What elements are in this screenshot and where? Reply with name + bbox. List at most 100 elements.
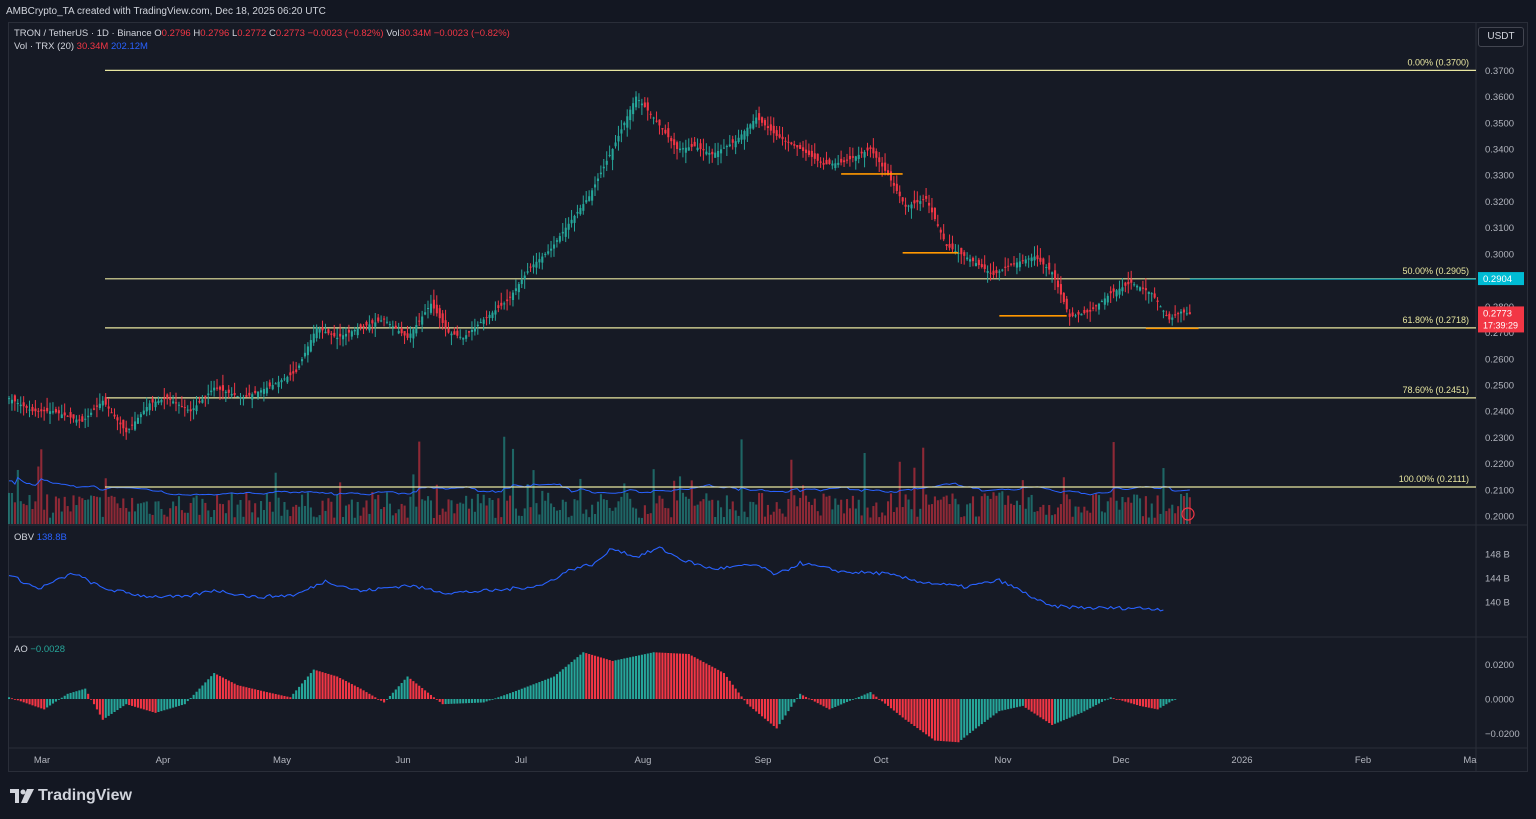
volume-bar (1021, 480, 1024, 524)
ao-bar (676, 653, 679, 699)
volume-bar (555, 510, 559, 524)
ao-bar (737, 692, 740, 699)
candle-body (1130, 279, 1133, 283)
volume-bar (1092, 495, 1095, 524)
time-tick-label: Aug (635, 755, 652, 766)
volume-bar (673, 480, 676, 524)
ao-bar (945, 699, 948, 742)
fib-level-label: 61.80% (0.2718) (1402, 315, 1469, 325)
candle-body (916, 199, 919, 203)
volume-bar (128, 511, 131, 524)
volume-bar (172, 501, 175, 524)
candle-body (904, 204, 907, 207)
ao-bar (192, 694, 195, 699)
volume-bar (576, 500, 579, 524)
volume-bar (236, 504, 239, 524)
ao-bar (438, 699, 441, 702)
candle-body (1112, 288, 1115, 292)
price-tick-label: 0.3400 (1485, 145, 1514, 156)
volume-bar (602, 499, 605, 524)
ao-bar (268, 692, 271, 699)
ao-bar (1150, 699, 1153, 709)
volume-bar (1150, 503, 1153, 524)
volume-bar (951, 493, 954, 524)
volume-bars (8, 436, 1191, 524)
volume-bar (963, 516, 966, 524)
candle-body (629, 109, 632, 121)
candle-body (555, 240, 559, 242)
volume-bar (330, 501, 333, 524)
volume-bar (933, 496, 936, 524)
volume-bar (271, 511, 274, 524)
volume-bar (380, 509, 383, 524)
ao-bar (72, 692, 75, 699)
ao-bar (339, 678, 342, 699)
volume-bar (350, 499, 353, 524)
ao-bar (845, 699, 849, 702)
ao-bar (884, 699, 887, 704)
volume-bar (1056, 507, 1060, 524)
candle-body (63, 412, 66, 416)
ao-bar (365, 692, 368, 699)
ao-bar (1165, 699, 1168, 705)
candle-body (192, 408, 195, 411)
volume-bar (690, 480, 693, 524)
candle-body (216, 387, 219, 389)
candle-body (881, 162, 884, 167)
volume-bar (371, 492, 374, 524)
candle-body (46, 407, 49, 412)
candle-body (763, 120, 767, 126)
candle-body (113, 414, 116, 417)
ao-bar (579, 654, 582, 699)
volume-bar (913, 467, 916, 524)
candle-body (872, 147, 875, 154)
ao-bar (368, 693, 371, 699)
ao-bar (974, 699, 977, 729)
ao-bar (626, 657, 629, 699)
ao-bar (986, 699, 989, 720)
ao-bar (766, 699, 769, 722)
high-label: H (193, 28, 201, 39)
volume-bar (611, 510, 614, 524)
volume-bar (324, 510, 327, 524)
volume-bar (295, 504, 298, 524)
candle-body (221, 385, 224, 391)
candle-body (274, 383, 277, 385)
candle-body (303, 352, 307, 357)
candle-body (1174, 314, 1177, 316)
volume-bar (51, 512, 55, 524)
candle-body (945, 244, 948, 247)
ao-bar (722, 673, 726, 699)
candle-body (54, 409, 57, 413)
candle-body (473, 327, 476, 332)
volume-bar (626, 493, 629, 524)
ao-bar (277, 694, 280, 699)
ao-bar (854, 698, 857, 700)
volume-bar (482, 494, 485, 524)
candle-body (98, 403, 101, 409)
ao-bar (1004, 699, 1007, 710)
volume-bar (259, 501, 263, 524)
volume-bar (596, 501, 600, 524)
volume-bar (268, 501, 271, 524)
ao-tick-label: 0.0000 (1485, 695, 1514, 706)
candle-body (681, 148, 684, 150)
ao-bar (444, 699, 447, 705)
candle-body (602, 166, 605, 169)
ao-bar (286, 696, 289, 699)
ao-bar (758, 699, 761, 714)
volume-bar (1045, 514, 1048, 524)
ao-bar (678, 653, 682, 699)
ao-bar (632, 656, 635, 699)
candle-body (887, 170, 890, 176)
ao-bar (652, 652, 655, 699)
candle-body (526, 271, 529, 273)
volume-bar (895, 507, 898, 524)
candle-body (591, 190, 594, 201)
volume-bar (163, 514, 166, 524)
price-tick-label: 0.3300 (1485, 171, 1514, 182)
currency-button[interactable]: USDT (1478, 27, 1524, 47)
volume-bar (327, 498, 330, 524)
candle-body (356, 328, 359, 336)
